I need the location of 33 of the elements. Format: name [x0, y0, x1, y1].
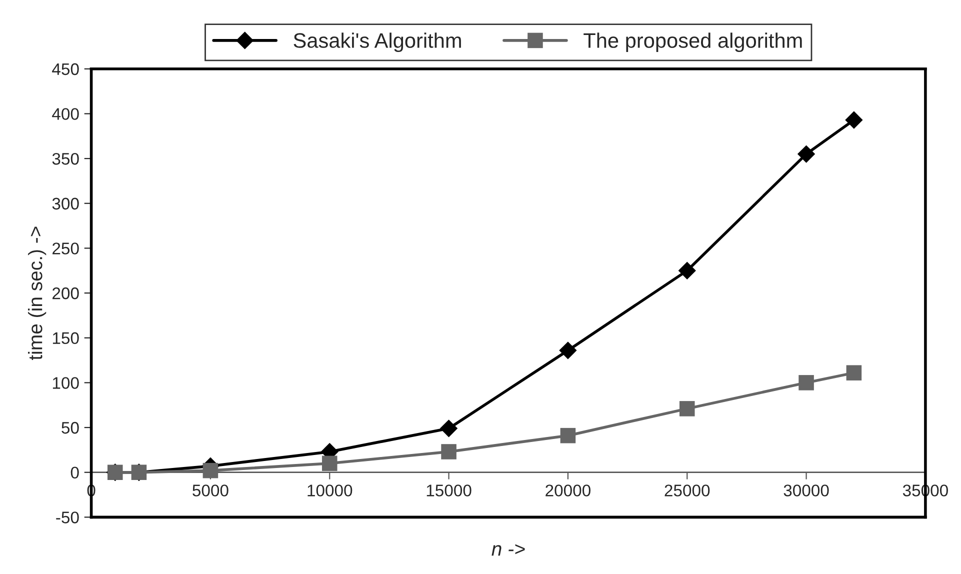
y-tick-label: 0 — [70, 466, 79, 479]
y-tick-label: -50 — [56, 512, 79, 524]
x-tick-label: 30000 — [784, 484, 829, 496]
y-tick-label: 250 — [52, 242, 79, 254]
point — [797, 145, 816, 163]
point — [440, 420, 458, 438]
y-tick-label: 50 — [62, 422, 79, 434]
point — [678, 262, 696, 280]
point — [559, 342, 577, 360]
x-tick-label: 5000 — [192, 484, 228, 496]
x-axis-title: n -> — [492, 544, 525, 556]
y-axis-title: time (in sec.) -> — [28, 226, 46, 360]
y-tick-label: 200 — [52, 287, 79, 300]
x-tick-label: 25000 — [664, 484, 710, 496]
point — [202, 462, 218, 478]
point — [322, 456, 338, 472]
y-tick-label: 400 — [52, 108, 79, 120]
y-tick-label: 450 — [52, 63, 79, 76]
legend-label: Sasaki's Algorithm — [294, 32, 461, 52]
y-tick-label: 100 — [52, 377, 79, 389]
legend-label: The proposed algorithm — [584, 32, 802, 52]
y-tick-label: 350 — [52, 152, 79, 165]
x-tick-label: 10000 — [308, 484, 352, 496]
point — [845, 111, 863, 129]
point — [798, 375, 814, 390]
y-tick-label: 300 — [52, 198, 79, 210]
y-tick-label: 150 — [52, 332, 79, 344]
point — [441, 444, 456, 460]
x-tick-label: 20000 — [546, 484, 590, 496]
point — [679, 401, 695, 416]
point — [846, 365, 862, 380]
x-tick-label: 15000 — [426, 484, 472, 496]
point — [560, 428, 576, 444]
